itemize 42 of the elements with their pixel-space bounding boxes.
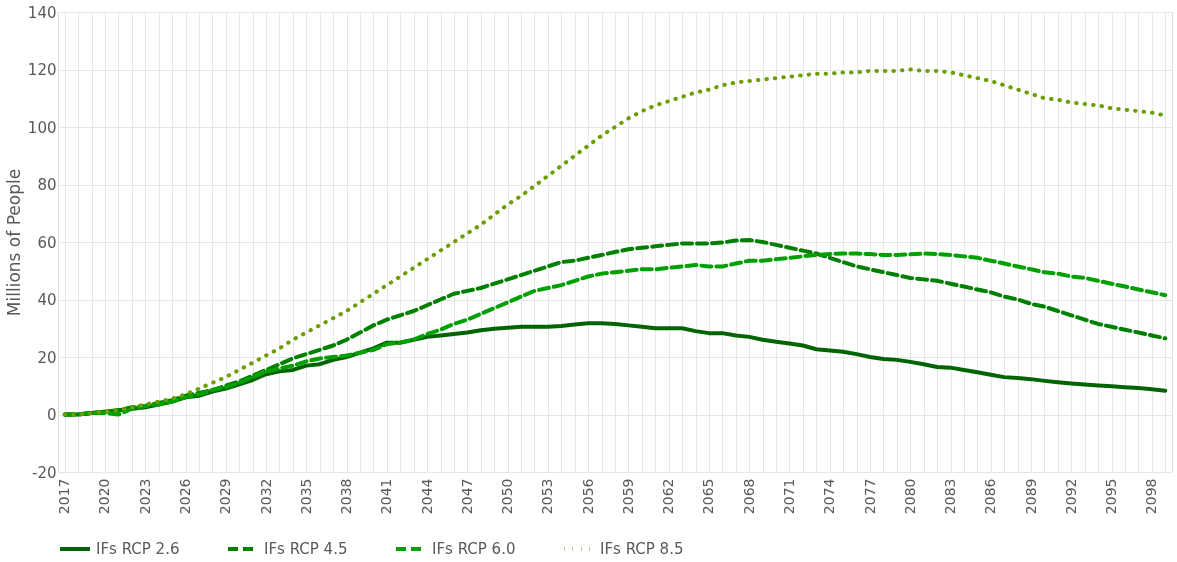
y-tick-label: 60	[37, 233, 57, 252]
x-tick-label: 2074	[821, 478, 838, 515]
x-tick-label: 2038	[338, 478, 355, 515]
x-tick-label: 2080	[901, 478, 918, 515]
x-tick-label: 2077	[861, 478, 878, 515]
y-tick-label: 0	[46, 406, 57, 424]
x-tick-label: 2098	[1143, 478, 1160, 515]
y-tick-label: 40	[37, 291, 57, 309]
x-tick-label: 2065	[700, 478, 717, 515]
x-tick-label: 2029	[217, 478, 234, 515]
y-tick-label: 120	[27, 61, 57, 79]
y-axis-title: Millions of People	[3, 168, 24, 317]
x-tick-label: 2056	[579, 478, 596, 515]
x-tick-label: 2071	[780, 478, 797, 515]
x-tick-label: 2062	[660, 478, 677, 515]
x-tick-label: 2026	[177, 478, 194, 515]
x-tick-label: 2020	[96, 478, 113, 515]
x-tick-label: 2023	[136, 478, 153, 515]
legend-label: IFs RCP 8.5	[600, 540, 684, 558]
legend-label: IFs RCP 6.0	[432, 540, 516, 558]
x-tick-label: 2053	[539, 478, 556, 515]
x-tick-label: 2017	[56, 478, 73, 515]
x-tick-label: 2068	[740, 478, 757, 515]
y-tick-label: -20	[32, 463, 57, 482]
x-tick-label: 2092	[1062, 478, 1079, 515]
x-tick-label: 2059	[619, 478, 636, 515]
y-tick-label: 100	[27, 118, 57, 137]
legend-label: IFs RCP 2.6	[96, 540, 180, 558]
x-tick-label: 2083	[942, 478, 959, 515]
x-tick-label: 2035	[297, 478, 314, 515]
y-tick-label: 80	[37, 176, 57, 194]
x-tick-label: 2050	[499, 478, 516, 515]
x-tick-label: 2047	[458, 478, 475, 515]
x-tick-label: 2032	[257, 478, 274, 515]
x-tick-label: 2089	[1022, 478, 1039, 515]
x-tick-label: 2044	[418, 478, 435, 515]
y-tick-label: 140	[27, 3, 57, 22]
x-tick-label: 2041	[378, 478, 395, 515]
legend-label: IFs RCP 4.5	[264, 540, 348, 558]
y-tick-label: 20	[37, 348, 57, 367]
x-tick-label: 2086	[982, 478, 999, 515]
x-tick-label: 2095	[1103, 478, 1120, 515]
